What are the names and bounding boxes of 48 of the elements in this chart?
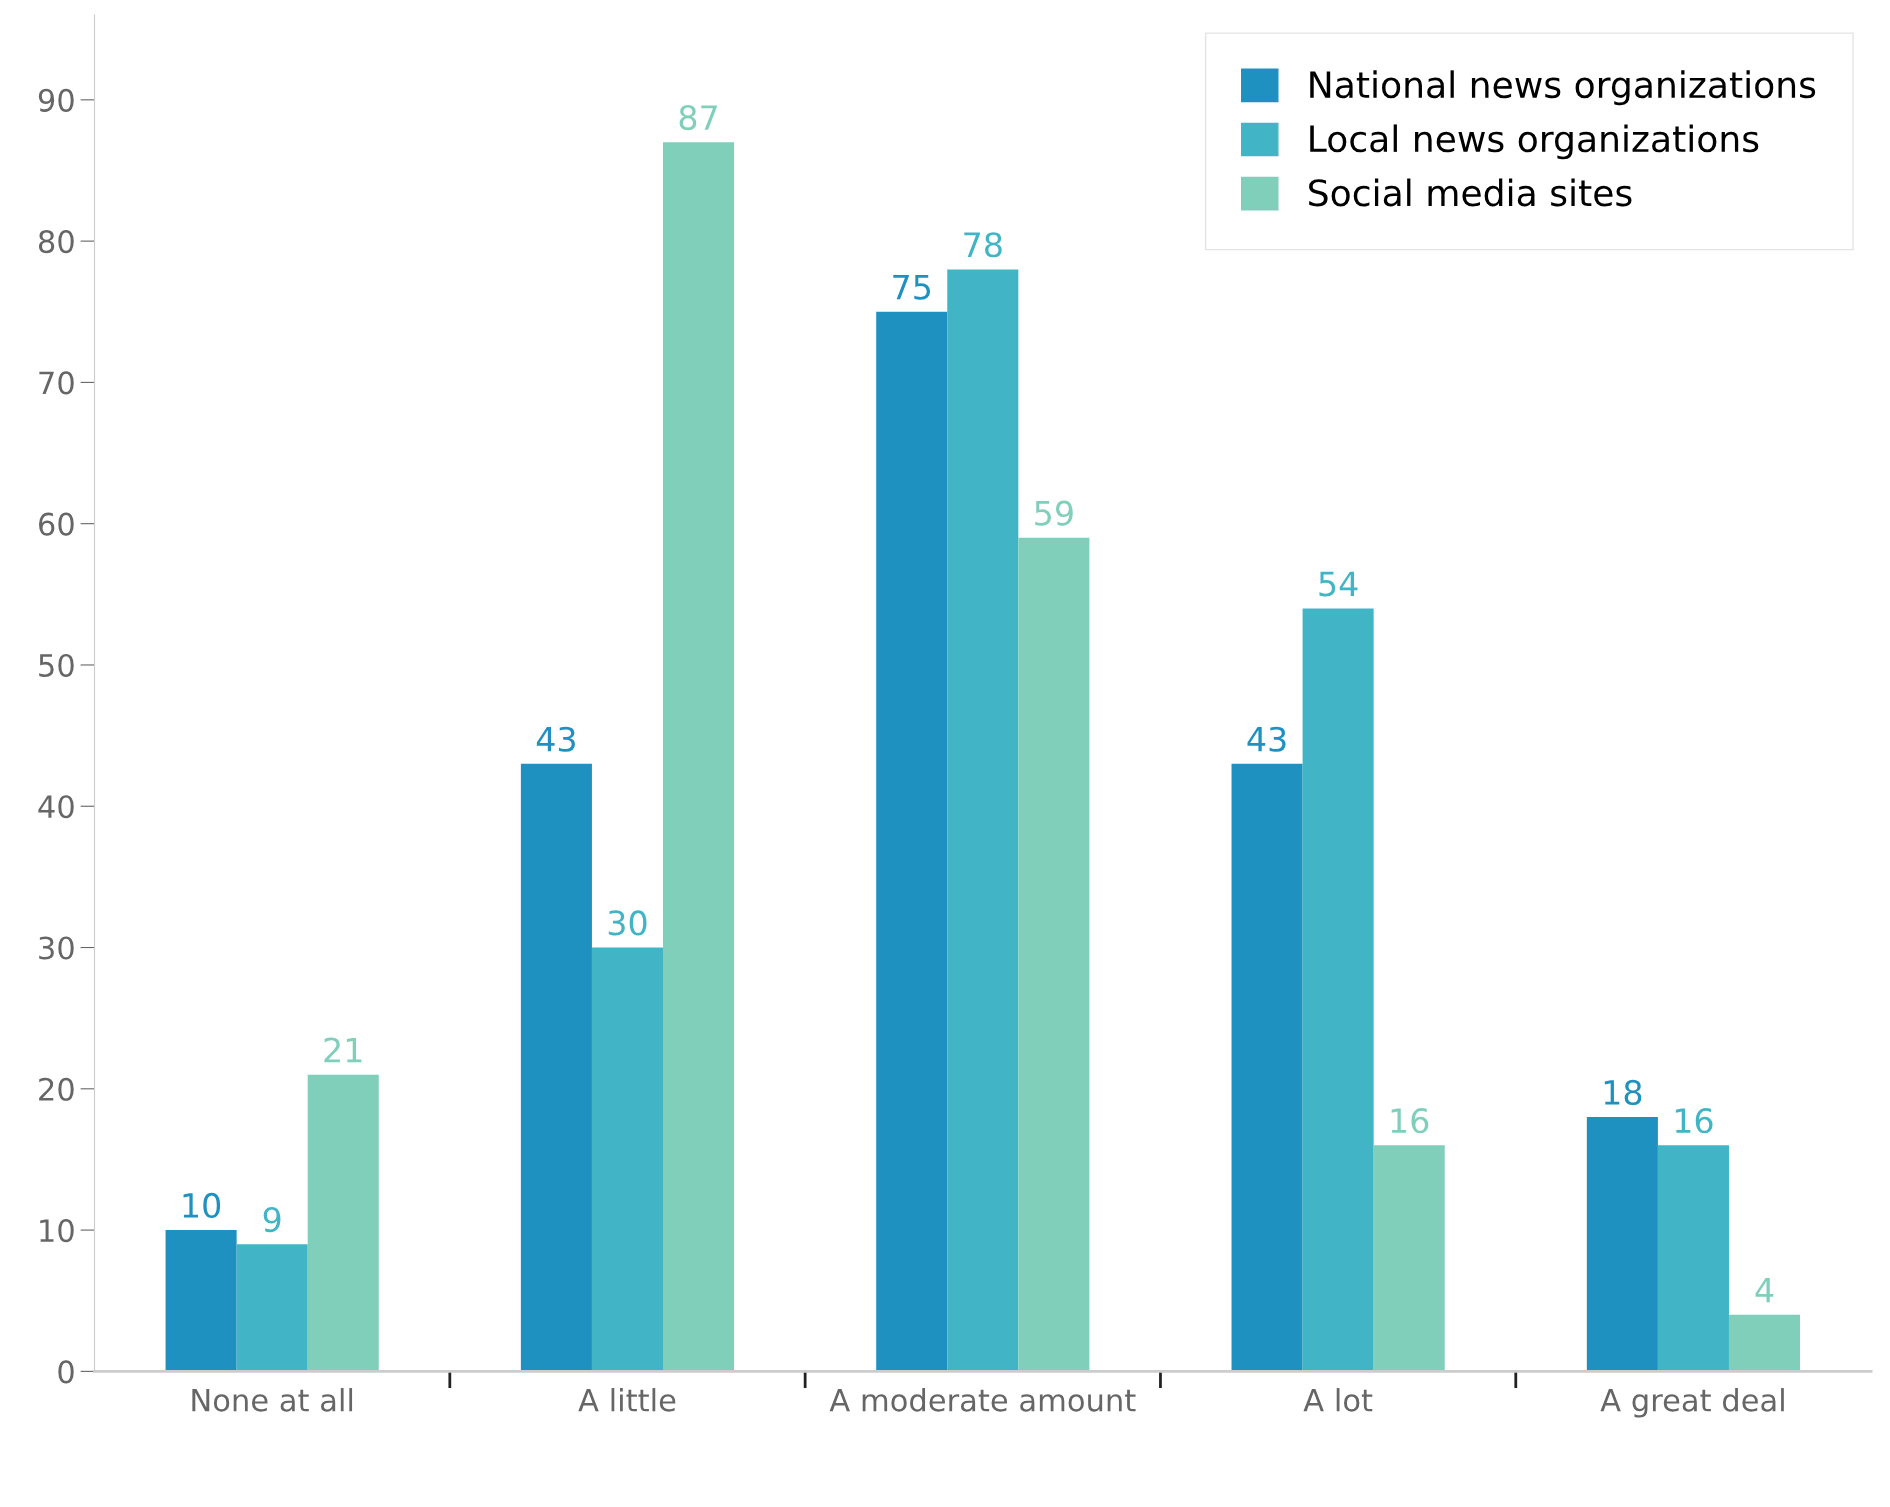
data-label: 87 (679, 105, 717, 131)
y-tick-label: 80 (38, 230, 74, 254)
data-label: 16 (1391, 1108, 1429, 1134)
legend-label: Local news organizations (1310, 124, 1759, 160)
data-label: 43 (1247, 726, 1286, 752)
bar (1373, 1145, 1445, 1372)
bar (165, 1230, 237, 1372)
x-tick-label: A moderate amount (829, 1388, 1136, 1412)
y-tick-label: 30 (39, 936, 74, 960)
y-tick-label: 50 (39, 653, 74, 678)
bar (520, 763, 592, 1372)
bar (1728, 1314, 1801, 1372)
bar (1018, 537, 1090, 1372)
data-label: 54 (1319, 571, 1358, 597)
bar (1586, 1117, 1658, 1372)
x-tick-label: A little (578, 1388, 676, 1412)
data-label: 75 (893, 274, 931, 300)
legend-label: National news organizations (1310, 70, 1816, 106)
data-label: 16 (1675, 1108, 1713, 1134)
bar (663, 142, 735, 1372)
data-label: 59 (1035, 500, 1073, 526)
bar (236, 1244, 308, 1372)
data-label: 4 (1755, 1278, 1774, 1303)
y-tick-label: 70 (39, 371, 74, 395)
y-tick-label: 90 (38, 88, 74, 112)
data-label: 21 (324, 1037, 362, 1063)
data-label: 10 (183, 1192, 221, 1219)
x-tick-label: A great deal (1600, 1388, 1784, 1418)
y-tick-label: 0 (58, 1360, 74, 1384)
bar (1231, 763, 1303, 1372)
x-tick-label: A lot (1303, 1388, 1373, 1412)
data-label: 18 (1604, 1079, 1642, 1106)
data-label: 9 (263, 1206, 281, 1233)
bar (876, 311, 948, 1372)
data-label: 78 (964, 232, 1002, 258)
y-tick-label: 60 (39, 512, 74, 536)
y-tick-label: 20 (39, 1077, 74, 1101)
bar (307, 1074, 379, 1372)
data-label: 30 (608, 910, 647, 936)
y-tick-label: 10 (40, 1219, 74, 1243)
data-label: 43 (536, 726, 575, 752)
bar (591, 947, 664, 1372)
legend-label: Social media sites (1309, 178, 1632, 207)
bar (1302, 608, 1374, 1372)
bar (1657, 1145, 1729, 1372)
x-tick-label: None at all (192, 1388, 353, 1412)
bar (947, 269, 1019, 1372)
y-tick-label: 40 (38, 795, 74, 819)
